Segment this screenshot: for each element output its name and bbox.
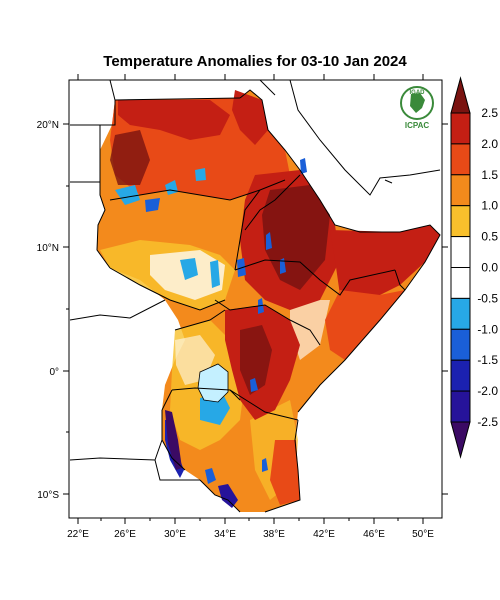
logo-bottom-text: ICPAC <box>405 121 430 130</box>
icpac-logo: IGAD ICPAC <box>400 86 434 130</box>
latitude-labels: 20°N 10°N 0° 10°S <box>37 120 60 501</box>
colorbar-label: -0.5 <box>477 291 498 305</box>
axis-ticks <box>63 74 448 524</box>
lon-label: 26°E <box>114 529 136 540</box>
colorbar-label: -2.5 <box>477 415 498 429</box>
lon-label: 30°E <box>164 529 186 540</box>
lake-tanganyika <box>165 410 182 470</box>
colorbar-bin <box>450 390 471 423</box>
lake-victoria <box>197 363 229 403</box>
longitude-labels: 22°E 26°E 30°E 34°E 38°E 42°E 46°E 50°E <box>67 529 434 540</box>
map-frame-border <box>68 79 443 519</box>
colorbar-top-arrow <box>450 76 471 114</box>
colorbar-label: 0.5 <box>481 230 498 244</box>
colorbar-label: 0.0 <box>481 261 498 275</box>
colorbar-bin <box>450 205 471 238</box>
country-borders <box>69 80 441 513</box>
lon-label: 38°E <box>263 529 285 540</box>
lat-label: 20°N <box>37 120 59 131</box>
colorbar-label: 2.0 <box>481 137 498 151</box>
africa-icon <box>410 93 425 113</box>
colorbar-bin <box>450 236 471 269</box>
lat-label: 10°S <box>37 490 59 501</box>
colorbar-label: 1.0 <box>481 199 498 213</box>
colorbar-bin <box>450 174 471 207</box>
colorbar-bin <box>450 359 471 392</box>
colorbar: 2.5 2.0 1.5 1.0 0.5 0.0 -0.5 -1.0 -1.5 -2.0 -2.5 <box>450 76 498 459</box>
colorbar-label: 2.5 <box>481 106 498 120</box>
colorbar-bin <box>450 112 471 145</box>
lon-label: 50°E <box>412 529 434 540</box>
lon-label: 34°E <box>214 529 236 540</box>
lon-label: 22°E <box>67 529 89 540</box>
colorbar-bin <box>450 267 471 299</box>
lat-label: 0° <box>49 367 59 378</box>
colorbar-bin <box>450 328 471 361</box>
logo-top-text: IGAD <box>410 90 426 96</box>
map-title: Temperature Anomalies for 03-10 Jan 2024 <box>103 53 407 70</box>
colorbar-label: 1.5 <box>481 168 498 182</box>
colorbar-bin <box>450 143 471 176</box>
lon-label: 42°E <box>313 529 335 540</box>
colorbar-label: -2.0 <box>477 384 498 398</box>
colorbar-label: -1.5 <box>477 353 498 367</box>
lon-label: 46°E <box>363 529 385 540</box>
lat-label: 10°N <box>37 243 59 254</box>
colorbar-bottom-arrow <box>450 421 471 459</box>
colorbar-bin <box>450 297 471 330</box>
colorbar-label: -1.0 <box>477 322 498 336</box>
